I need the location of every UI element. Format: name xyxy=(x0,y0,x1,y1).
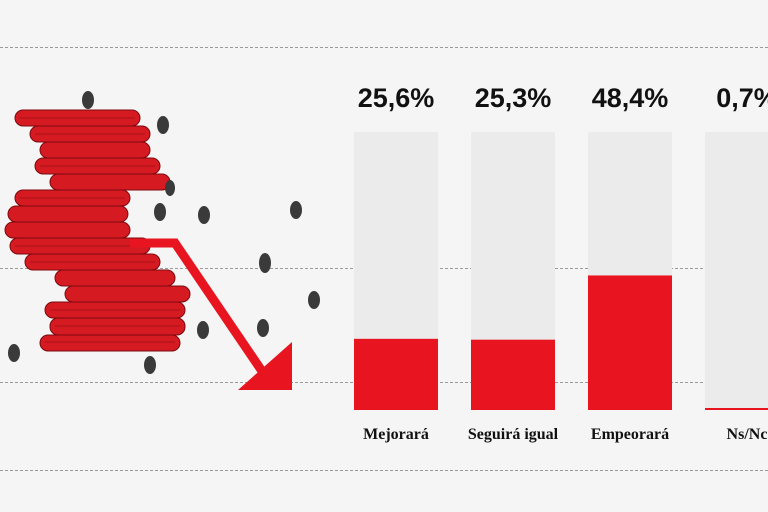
bar-seguira-igual xyxy=(471,339,555,410)
value-label-empeorara: 48,4% xyxy=(592,83,669,113)
bar-empeorara xyxy=(588,275,672,410)
divider-top xyxy=(0,47,768,48)
category-label-seguira-igual: Seguirá igual xyxy=(468,426,559,443)
people-figures-icon xyxy=(8,91,320,374)
value-label-mejorara: 25,6% xyxy=(358,83,435,113)
bar-track-ns-nc xyxy=(705,132,768,410)
value-label-ns-nc: 0,7% xyxy=(716,83,768,113)
category-label-empeorara: Empeorará xyxy=(591,426,669,443)
coin-stack-illustration xyxy=(4,91,320,390)
down-arrow-icon xyxy=(130,238,292,390)
divider-bottom xyxy=(0,470,768,471)
bar-mejorara xyxy=(354,338,438,410)
coin-stack-icon xyxy=(4,109,191,352)
category-label-ns-nc: Ns/Nc xyxy=(727,426,768,443)
category-label-mejorara: Mejorará xyxy=(363,426,429,443)
bar-ns-nc xyxy=(705,408,768,410)
value-label-seguira-igual: 25,3% xyxy=(475,83,552,113)
